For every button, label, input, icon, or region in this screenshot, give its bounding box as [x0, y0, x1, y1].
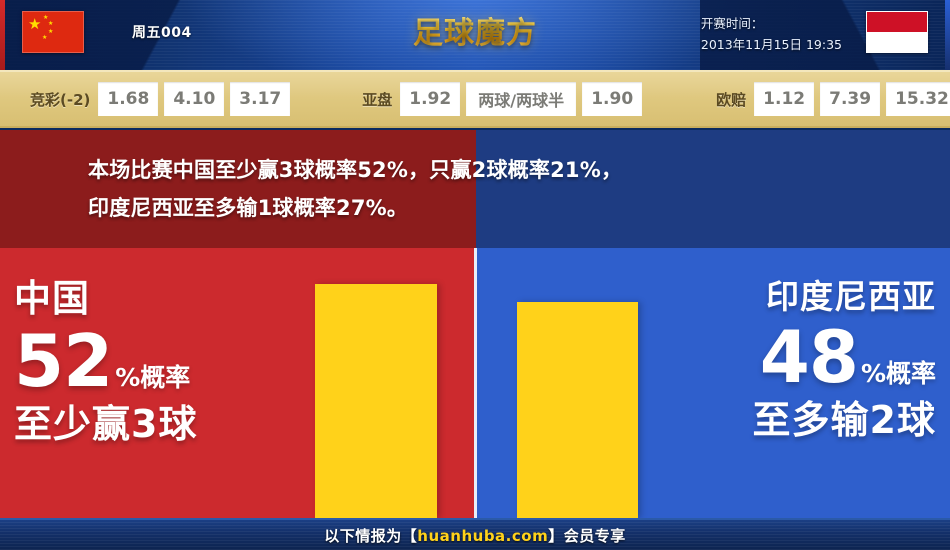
chart-center-divider [474, 248, 477, 518]
footer-site-link[interactable]: huanhuba.com [417, 526, 549, 545]
flag-red-band [867, 12, 927, 32]
odds-value-jingcai-2[interactable]: 4.10 [164, 82, 225, 116]
site-logo[interactable]: 足球魔方 [413, 8, 537, 52]
home-outcome-label: 至少赢3球 [14, 402, 198, 447]
away-percent-value: 48 [759, 315, 859, 399]
header-left-accent-bar [0, 0, 5, 70]
home-team-name: 中国 [14, 277, 90, 320]
statement-line-2: 印度尼西亚至多输1球概率27%。 [88, 196, 409, 220]
away-outcome-label: 至多输2球 [752, 398, 936, 443]
indonesia-flag [866, 11, 928, 53]
odds-group-asian-handicap: 亚盘 1.92 两球/两球半 1.90 [354, 82, 648, 116]
flag-star-small-1: ★ [43, 14, 49, 21]
odds-value-jingcai-3[interactable]: 3.17 [230, 82, 291, 116]
statement-right-background [476, 130, 950, 248]
away-stats-block: 印度尼西亚 48 %概率 至多输2球 [638, 248, 950, 518]
odds-label-european: 欧赔 [716, 90, 747, 109]
flag-star-large: ★ [28, 15, 42, 33]
odds-value-asian-2[interactable]: 1.90 [582, 82, 643, 116]
away-percent-suffix: %概率 [860, 359, 936, 388]
home-percent-suffix: %概率 [115, 363, 191, 392]
away-percent-row: 48 %概率 [638, 315, 936, 399]
odds-value-asian-line[interactable]: 两球/两球半 [466, 82, 577, 116]
match-number: 周五004 [132, 25, 192, 41]
home-percent-row: 52 %概率 [14, 319, 315, 403]
header-right-accent-bar [945, 0, 950, 70]
statement-line-1: 本场比赛中国至少赢3球概率52%，只赢2球概率21%， [88, 158, 623, 182]
flag-star-small-3: ★ [48, 28, 54, 35]
kickoff-label: 开赛时间： [700, 16, 764, 31]
odds-value-european-2[interactable]: 7.39 [820, 82, 881, 116]
kickoff-time: 2013年11月15日 19:35 [700, 37, 842, 52]
probability-bar-chart: 中国 52 %概率 至少赢3球 印度尼西亚 48 %概率 至多输2球 [0, 248, 950, 518]
statement-left-background [0, 130, 476, 248]
odds-value-asian-1[interactable]: 1.92 [400, 82, 461, 116]
odds-group-jingcai: 竞彩(-2) 1.68 4.10 3.17 [22, 82, 296, 116]
away-team-name: 印度尼西亚 [766, 277, 936, 316]
footer-bar: 以下情报为【huanhuba.com】会员专享 [0, 518, 950, 550]
odds-label-asian-handicap: 亚盘 [362, 90, 393, 109]
odds-group-european: 欧赔 1.12 7.39 15.32 [708, 82, 950, 116]
odds-value-jingcai-1[interactable]: 1.68 [98, 82, 159, 116]
home-stats-block: 中国 52 %概率 至少赢3球 [0, 248, 315, 518]
flag-star-small-4: ★ [42, 34, 48, 41]
odds-label-jingcai: 竞彩(-2) [30, 90, 91, 109]
kickoff-info: 开赛时间： 2013年11月15日 19:35 [701, 13, 842, 55]
odds-bar: 竞彩(-2) 1.68 4.10 3.17 亚盘 1.92 两球/两球半 1.9… [0, 70, 950, 128]
statement-banner: 本场比赛中国至少赢3球概率52%，只赢2球概率21%， 印度尼西亚至多输1球概率… [0, 130, 950, 248]
home-percent-value: 52 [14, 319, 113, 403]
odds-value-european-1[interactable]: 1.12 [754, 82, 815, 116]
odds-value-european-3[interactable]: 15.32 [886, 82, 950, 116]
footer-suffix: 】会员专享 [548, 526, 626, 545]
match-header: ★ ★ ★ ★ ★ 周五004 足球魔方 开赛时间： 2013年11月15日 1… [0, 0, 950, 70]
bar-away-probability [517, 302, 638, 518]
china-flag: ★ ★ ★ ★ ★ [22, 11, 84, 53]
footer-notice: 以下情报为【huanhuba.com】会员专享 [324, 525, 625, 546]
flag-star-small-2: ★ [48, 20, 54, 27]
bar-home-probability [315, 284, 437, 518]
footer-prefix: 以下情报为【 [324, 526, 418, 545]
statement-text: 本场比赛中国至少赢3球概率52%，只赢2球概率21%， 印度尼西亚至多输1球概率… [0, 130, 950, 248]
